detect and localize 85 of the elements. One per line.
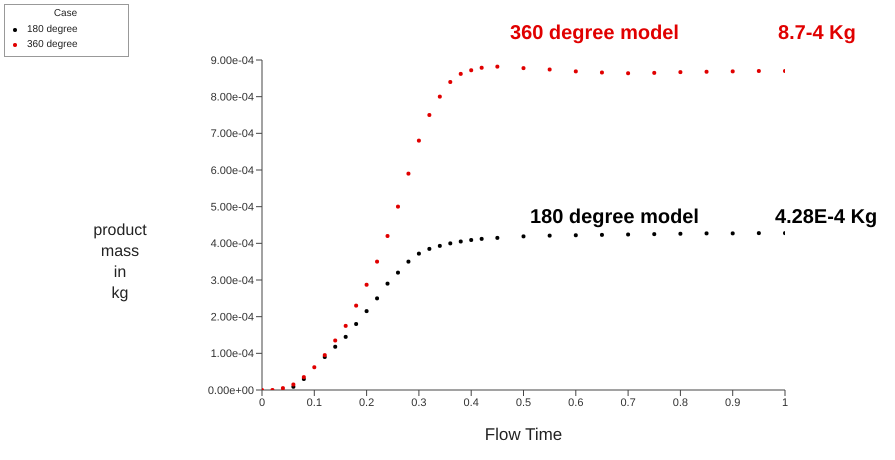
x-tick-label: 1 — [782, 396, 788, 409]
point — [333, 344, 338, 349]
x-axis-title: Flow Time — [484, 425, 562, 444]
x-tick-label: 0 — [258, 396, 266, 409]
point — [416, 252, 421, 256]
point — [626, 71, 630, 76]
point — [730, 231, 735, 236]
point — [548, 234, 552, 238]
point — [469, 238, 474, 242]
point — [427, 246, 432, 251]
point — [427, 113, 432, 117]
point — [458, 240, 463, 244]
point — [448, 241, 452, 246]
text: 8.7-4 Kg — [778, 22, 856, 45]
y-tick-label: 7.00e-04 — [210, 128, 254, 140]
point — [678, 70, 682, 74]
point — [354, 322, 358, 326]
x-tick-label: 0.9 — [725, 396, 740, 409]
point — [375, 296, 380, 300]
annotation: 180 degree model — [530, 206, 699, 229]
point — [333, 338, 338, 342]
point — [495, 236, 500, 240]
y-tick-label: 2.00e-04 — [210, 312, 254, 324]
y-tick-label: 3.00e-04 — [210, 274, 254, 287]
point — [704, 231, 709, 236]
point — [364, 309, 369, 314]
y-tick-label: 8.00e-04 — [210, 92, 254, 104]
point — [469, 68, 474, 72]
x-tick-label: 0.1 — [306, 396, 322, 409]
point — [756, 231, 761, 236]
x-tick-label: 0.2 — [358, 396, 374, 409]
x-tick-label: 0.5 — [516, 396, 532, 409]
annotation: 4.28E-4 Kg — [775, 206, 878, 229]
x-tick-label: 0.7 — [620, 396, 636, 409]
point — [406, 260, 410, 264]
point — [600, 70, 604, 74]
point — [730, 69, 735, 74]
y-axis-title: product mass in kg — [92, 221, 148, 304]
y-tick-label: 4.00e-04 — [210, 238, 254, 250]
point — [396, 204, 400, 209]
x-tick-label: 0.4 — [464, 396, 479, 409]
point — [438, 244, 442, 248]
point — [438, 94, 442, 99]
point — [756, 69, 761, 73]
x-tick-label: 0.8 — [672, 396, 688, 409]
point — [375, 260, 380, 264]
point — [386, 234, 390, 238]
point — [291, 382, 296, 386]
point — [344, 324, 348, 328]
point — [495, 64, 500, 69]
point — [600, 232, 604, 237]
x-tick-label: 0.3 — [411, 396, 427, 409]
point — [522, 66, 526, 70]
x-tick-label: 0.6 — [568, 396, 584, 409]
point — [626, 232, 630, 237]
point — [386, 282, 390, 286]
point — [406, 172, 410, 176]
point — [312, 365, 316, 370]
point — [480, 236, 484, 241]
point — [522, 234, 526, 238]
y-tick-label: 0.00e+00 — [208, 384, 254, 397]
point — [344, 334, 348, 339]
text: 360 degree model — [510, 22, 679, 45]
point — [480, 66, 484, 70]
y-tick-label: 5.00e-04 — [210, 202, 254, 214]
legend-label: 180 degree — [27, 23, 78, 37]
point — [548, 68, 552, 72]
point — [396, 270, 400, 275]
point — [416, 138, 421, 143]
point — [574, 69, 578, 74]
point — [652, 70, 656, 75]
point — [652, 232, 656, 236]
y-tick-label: 6.00e-04 — [210, 164, 254, 177]
point — [354, 304, 358, 308]
point — [280, 386, 285, 390]
point — [574, 233, 578, 238]
legend-label: 360 degree — [27, 38, 78, 52]
legend-title: Case — [52, 8, 78, 19]
point — [448, 80, 452, 84]
point — [678, 232, 682, 236]
point — [458, 72, 463, 76]
point — [704, 70, 709, 74]
y-tick-label: 9.00e-04 — [210, 54, 254, 67]
y-tick-label: 1.00e-04 — [210, 348, 254, 360]
point — [364, 282, 369, 287]
